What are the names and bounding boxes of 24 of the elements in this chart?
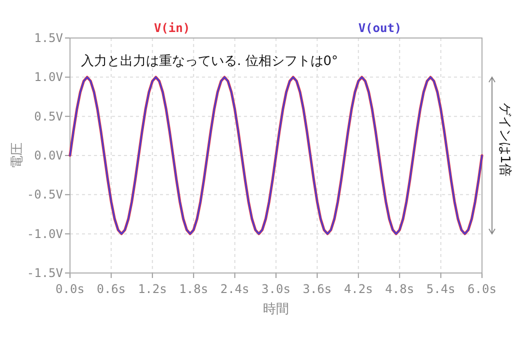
- x-tick-label: 6.0s: [468, 282, 496, 296]
- annotation: 入力と出力は重なっている. 位相シフトは0°: [81, 54, 338, 69]
- x-tick-label: 0.0s: [56, 282, 84, 296]
- y-tick-label: 0.5V: [34, 109, 63, 124]
- y-tick-label: -1.5V: [26, 266, 63, 280]
- y-tick-label: -1.0V: [26, 226, 63, 241]
- text: ゲインは1倍: [497, 103, 512, 176]
- x-tick-label: 1.8s: [179, 282, 208, 296]
- x-axis-title: 時間: [263, 302, 289, 317]
- text: V(out): [358, 21, 402, 35]
- y-axis-title: 電圧: [10, 142, 25, 168]
- x-tick-label: 3.0s: [262, 282, 290, 296]
- text: V(in): [154, 21, 190, 35]
- y-tick-label: -0.5V: [26, 188, 63, 202]
- x-tick-label: 2.4s: [220, 282, 250, 296]
- x-tick-label: 4.2s: [344, 282, 373, 296]
- x-tick-label: 3.6s: [302, 282, 332, 296]
- x-tick-label: 5.4s: [426, 282, 456, 296]
- x-tick-label: 4.8s: [385, 282, 414, 296]
- y-tick-label: 0.0V: [34, 148, 63, 162]
- y-tick-label: 1.0V: [34, 70, 63, 84]
- y-tick-label: 1.5V: [34, 31, 63, 45]
- x-tick-label: 0.6s: [96, 282, 126, 296]
- x-tick-label: 1.2s: [138, 282, 167, 296]
